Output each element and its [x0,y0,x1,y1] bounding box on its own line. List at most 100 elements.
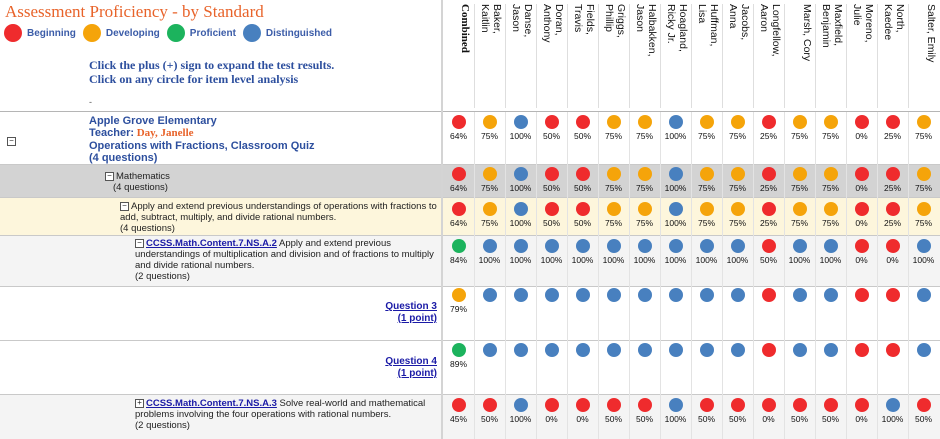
result-circle-developing[interactable] [606,202,621,216]
result-circle-beginning[interactable] [544,202,559,216]
result-circle-beginning[interactable] [575,202,590,216]
result-circle-distinguished[interactable] [730,239,745,253]
result-circle-distinguished[interactable] [916,288,931,302]
result-circle-distinguished[interactable] [575,239,590,253]
result-circle-developing[interactable] [792,167,807,181]
result-circle-distinguished[interactable] [916,343,931,357]
result-circle-beginning[interactable] [885,343,900,357]
result-circle-developing[interactable] [451,288,466,302]
result-circle-distinguished[interactable] [823,288,838,302]
result-circle-distinguished[interactable] [544,288,559,302]
result-circle-developing[interactable] [916,167,931,181]
result-circle-distinguished[interactable] [513,115,528,129]
result-circle-distinguished[interactable] [792,343,807,357]
result-circle-beginning[interactable] [451,202,466,216]
collapse-icon[interactable]: − [120,201,129,211]
result-circle-beginning[interactable] [606,398,621,412]
quiz-name[interactable]: Operations with Fractions, Classroom Qui… [89,140,315,152]
result-circle-developing[interactable] [482,167,497,181]
result-circle-beginning[interactable] [544,115,559,129]
result-circle-beginning[interactable] [854,115,869,129]
result-circle-distinguished[interactable] [544,343,559,357]
result-circle-developing[interactable] [699,167,714,181]
result-circle-beginning[interactable] [575,115,590,129]
result-circle-beginning[interactable] [761,398,776,412]
result-circle-developing[interactable] [823,202,838,216]
result-circle-beginning[interactable] [637,398,652,412]
result-circle-developing[interactable] [606,167,621,181]
result-circle-distinguished[interactable] [668,202,683,216]
result-circle-beginning[interactable] [730,398,745,412]
result-circle-distinguished[interactable] [699,239,714,253]
result-circle-beginning[interactable] [823,398,838,412]
result-circle-distinguished[interactable] [730,288,745,302]
result-circle-beginning[interactable] [575,167,590,181]
result-circle-distinguished[interactable] [637,343,652,357]
result-circle-distinguished[interactable] [513,167,528,181]
result-circle-beginning[interactable] [761,167,776,181]
result-circle-developing[interactable] [482,115,497,129]
result-circle-beginning[interactable] [885,288,900,302]
result-circle-developing[interactable] [823,115,838,129]
expand-icon[interactable]: + [135,398,144,408]
result-circle-developing[interactable] [699,202,714,216]
result-circle-beginning[interactable] [885,239,900,253]
result-circle-beginning[interactable] [451,115,466,129]
result-circle-developing[interactable] [482,202,497,216]
question3-points[interactable]: (1 point) [397,313,437,324]
result-circle-developing[interactable] [637,167,652,181]
result-circle-developing[interactable] [792,202,807,216]
result-circle-proficient[interactable] [451,239,466,253]
result-circle-beginning[interactable] [854,343,869,357]
result-circle-distinguished[interactable] [668,167,683,181]
result-circle-beginning[interactable] [885,115,900,129]
result-circle-proficient[interactable] [451,343,466,357]
result-circle-distinguished[interactable] [668,343,683,357]
result-circle-distinguished[interactable] [823,343,838,357]
result-circle-distinguished[interactable] [482,239,497,253]
standard-a2-link[interactable]: CCSS.Math.Content.7.NS.A.2 [146,238,277,249]
result-circle-distinguished[interactable] [637,288,652,302]
result-circle-distinguished[interactable] [668,398,683,412]
result-circle-distinguished[interactable] [513,343,528,357]
result-circle-developing[interactable] [699,115,714,129]
result-circle-beginning[interactable] [854,239,869,253]
result-circle-distinguished[interactable] [730,343,745,357]
result-circle-beginning[interactable] [451,167,466,181]
result-circle-beginning[interactable] [544,398,559,412]
result-circle-distinguished[interactable] [916,239,931,253]
result-circle-beginning[interactable] [916,398,931,412]
result-circle-distinguished[interactable] [575,288,590,302]
question4-label[interactable]: Question 4 [385,356,437,367]
result-circle-developing[interactable] [916,115,931,129]
result-circle-beginning[interactable] [761,115,776,129]
result-circle-distinguished[interactable] [482,343,497,357]
result-circle-distinguished[interactable] [544,239,559,253]
result-circle-beginning[interactable] [761,202,776,216]
result-circle-developing[interactable] [637,202,652,216]
result-circle-developing[interactable] [730,202,745,216]
result-circle-distinguished[interactable] [606,239,621,253]
result-circle-developing[interactable] [730,167,745,181]
question3-link[interactable]: Question 3 (1 point) [360,301,437,325]
result-circle-distinguished[interactable] [513,202,528,216]
result-circle-distinguished[interactable] [513,239,528,253]
result-circle-distinguished[interactable] [699,343,714,357]
result-circle-developing[interactable] [823,167,838,181]
result-circle-beginning[interactable] [885,202,900,216]
result-circle-distinguished[interactable] [668,115,683,129]
result-circle-beginning[interactable] [854,202,869,216]
question4-points[interactable]: (1 point) [397,368,437,379]
result-circle-distinguished[interactable] [668,288,683,302]
result-circle-distinguished[interactable] [823,239,838,253]
result-circle-beginning[interactable] [699,398,714,412]
result-circle-beginning[interactable] [885,167,900,181]
result-circle-beginning[interactable] [544,167,559,181]
question4-link[interactable]: Question 4 (1 point) [360,356,437,380]
result-circle-beginning[interactable] [854,167,869,181]
result-circle-developing[interactable] [792,115,807,129]
result-circle-distinguished[interactable] [482,288,497,302]
result-circle-distinguished[interactable] [575,343,590,357]
result-circle-beginning[interactable] [761,239,776,253]
result-circle-distinguished[interactable] [699,288,714,302]
